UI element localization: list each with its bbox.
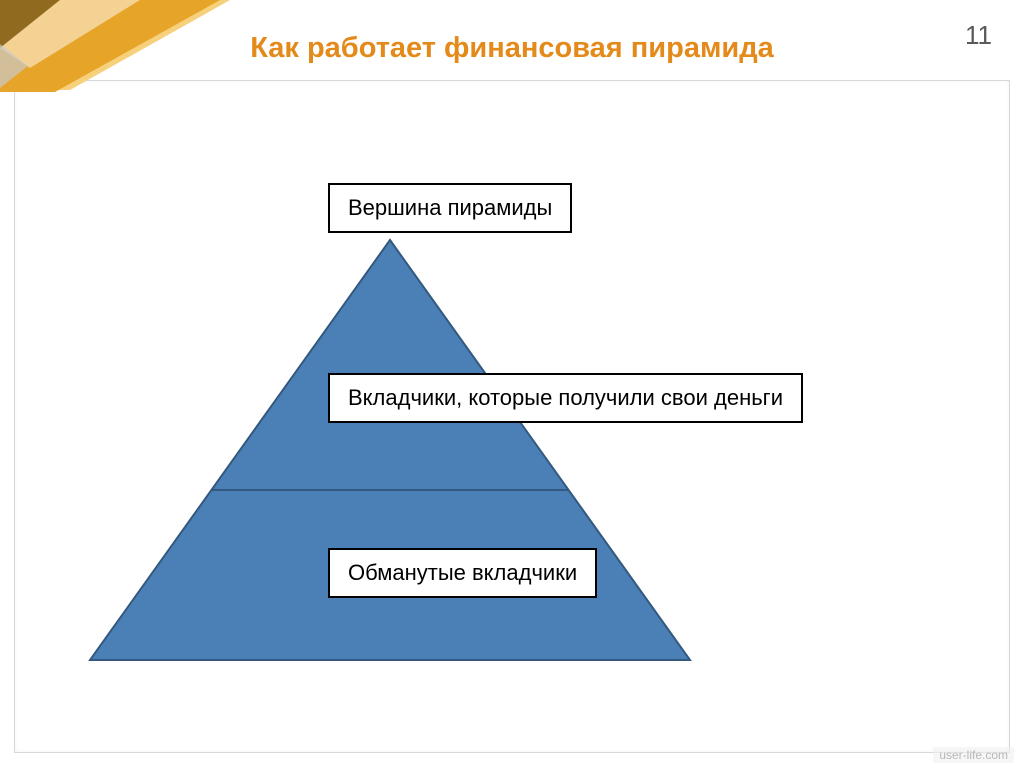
pyramid-diagram: Вершина пирамиды Вкладчики, которые полу…	[60, 160, 960, 680]
pyramid-label-bottom: Обманутые вкладчики	[328, 548, 597, 598]
slide-number: 11	[965, 20, 992, 51]
label-text: Обманутые вкладчики	[348, 560, 577, 585]
title-row: Как работает финансовая пирамида	[0, 32, 1024, 65]
pyramid-label-top: Вершина пирамиды	[328, 183, 572, 233]
label-text: Вершина пирамиды	[348, 195, 552, 220]
slide-title: Как работает финансовая пирамида	[250, 32, 774, 65]
pyramid-label-middle: Вкладчики, которые получили свои деньги	[328, 373, 803, 423]
label-text: Вкладчики, которые получили свои деньги	[348, 385, 783, 410]
watermark: user-life.com	[933, 747, 1014, 763]
